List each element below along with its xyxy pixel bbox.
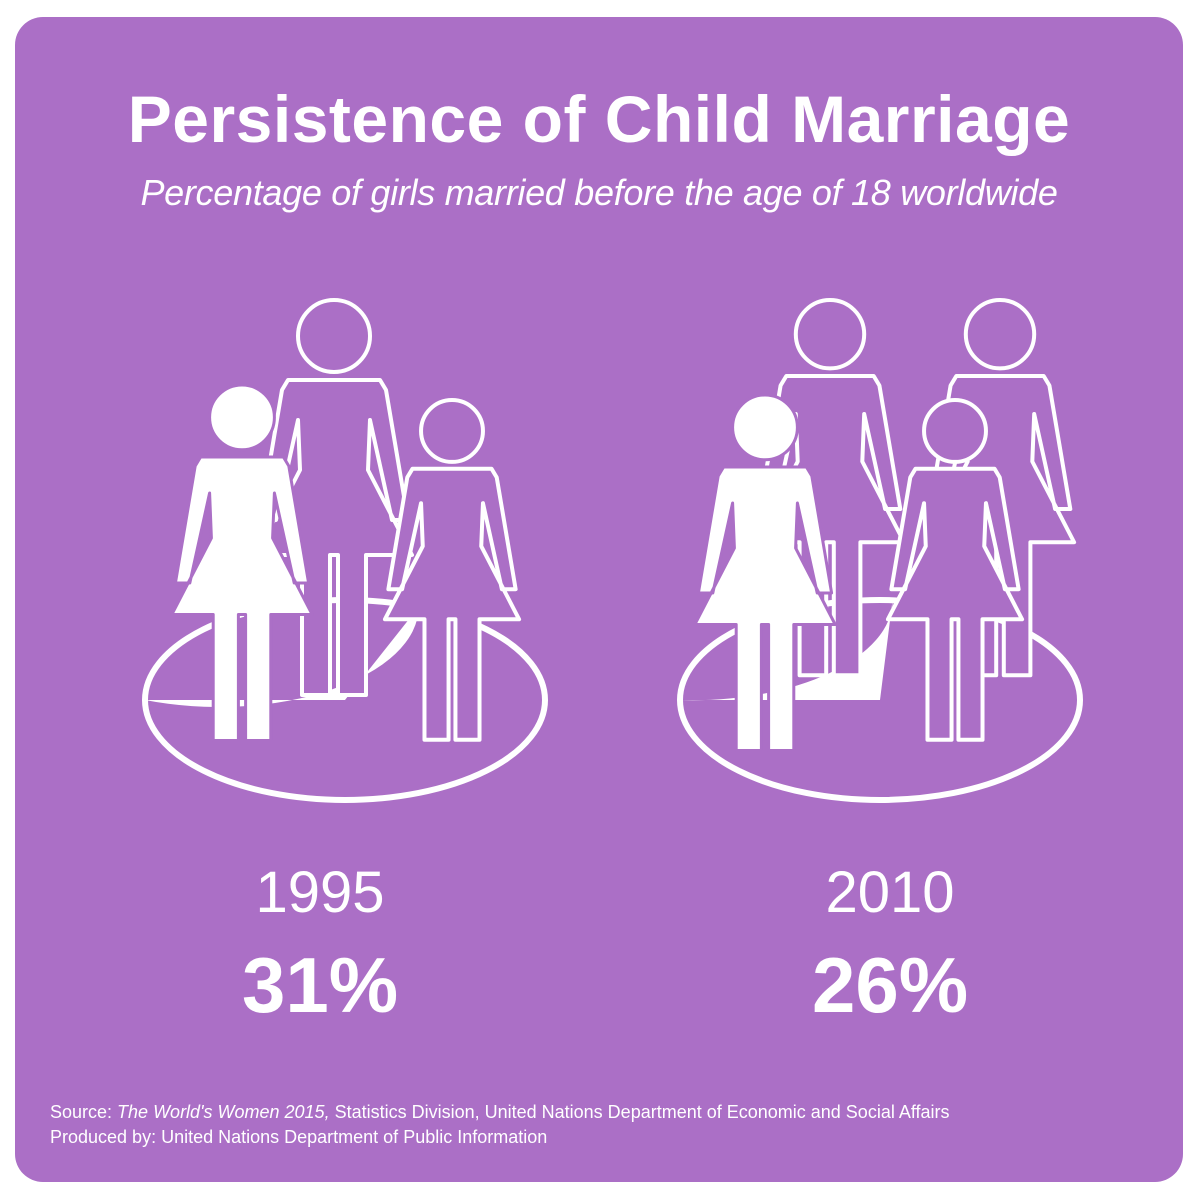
source-note: Source: The World's Women 2015, Statisti…	[50, 1100, 950, 1150]
year-label-1995: 1995	[255, 860, 385, 925]
girl-icon	[885, 398, 1025, 742]
girl-icon	[693, 393, 837, 752]
page-title: Persistence of Child Marriage	[127, 82, 1071, 156]
source-line: Source: The World's Women 2015, Statisti…	[50, 1102, 950, 1122]
year-label-2010: 2010	[825, 860, 955, 925]
value-label-1995: 31%	[241, 941, 399, 1029]
girl-icon	[170, 383, 314, 742]
girl-icon	[382, 398, 522, 742]
girl-icon	[753, 298, 907, 678]
girl-icon	[254, 298, 414, 697]
page-subtitle: Percentage of girls married before the a…	[140, 172, 1058, 213]
source-title: The World's Women 2015,	[117, 1102, 330, 1122]
produced-by-line: Produced by: United Nations Department o…	[50, 1127, 548, 1147]
value-label-2010: 26%	[811, 941, 969, 1029]
